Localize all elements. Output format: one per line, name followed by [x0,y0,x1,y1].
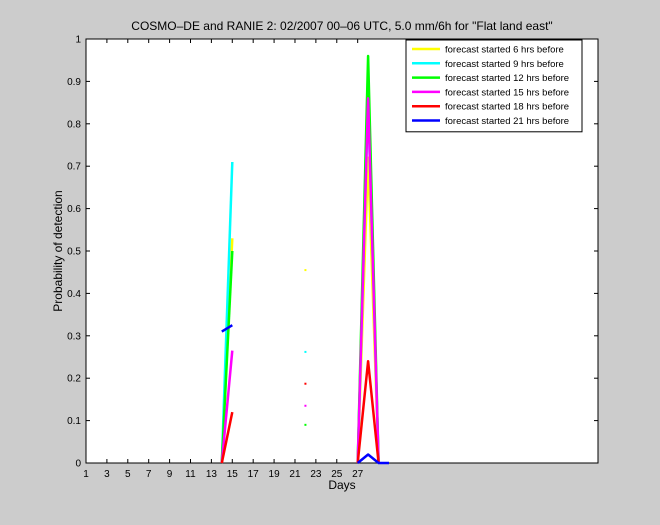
x-axis-label: Days [328,478,355,492]
x-tick-label: 9 [167,469,173,480]
legend-label: forecast started 18 hrs before [445,102,569,113]
x-tick-label: 27 [352,469,364,480]
legend-label: forecast started 21 hrs before [445,116,569,127]
series-line [221,324,233,333]
x-tick-label: 21 [289,469,301,480]
legend-label: forecast started 6 hrs before [445,45,564,56]
x-tick-label: 17 [248,469,260,480]
data-point [304,404,307,407]
chart-title: COSMO–DE and RANIE 2: 02/2007 00–06 UTC,… [131,19,552,33]
axis-ticks: 1 3 5 7 9 11 13 15 17 19 21 23 25 2700.10.20.30.40.50… [67,35,598,480]
data-point [304,423,307,426]
y-tick-label: 0.5 [67,247,81,258]
legend: forecast started 6 hrs before forecast st… [405,39,583,133]
x-tick-label: 11 [185,469,196,480]
legend-box [405,39,583,133]
legend-label: forecast started 9 hrs before [445,59,564,70]
series-line [356,97,380,464]
y-tick-label: 0.8 [67,119,81,130]
y-tick-label: 0.2 [67,374,81,385]
data-point [304,269,307,272]
y-tick-label: 0.4 [67,289,81,300]
y-tick-label: 0 [75,459,81,470]
y-tick-label: 0.9 [67,77,81,88]
x-tick-label: 7 [146,469,152,480]
y-tick-label: 1 [75,35,81,46]
x-tick-label: 15 [227,469,239,480]
y-axis-label: Probability of detection [51,190,65,311]
y-tick-label: 0.6 [67,204,81,215]
y-tick-label: 0.3 [67,331,81,342]
series-line [220,350,234,464]
y-tick-label: 0.7 [67,162,81,173]
series-5 [220,359,380,464]
data-point [304,350,307,353]
series-line [220,411,234,464]
y-tick-label: 0.1 [67,416,81,427]
legend-label: forecast started 15 hrs before [445,87,569,98]
x-tick-label: 13 [206,469,218,480]
series-group [220,54,389,465]
series-4 [220,97,380,464]
x-tick-label: 5 [125,469,131,480]
x-tick-label: 19 [269,469,281,480]
x-tick-label: 1 [83,469,89,480]
x-tick-label: 25 [331,469,343,480]
data-point [304,382,307,385]
legend-label: forecast started 12 hrs before [445,73,569,84]
series-line [356,453,389,465]
series-6 [221,324,389,465]
series-line [356,359,380,464]
series-line [220,250,234,464]
x-tick-label: 3 [104,469,110,480]
x-tick-label: 23 [310,469,322,480]
